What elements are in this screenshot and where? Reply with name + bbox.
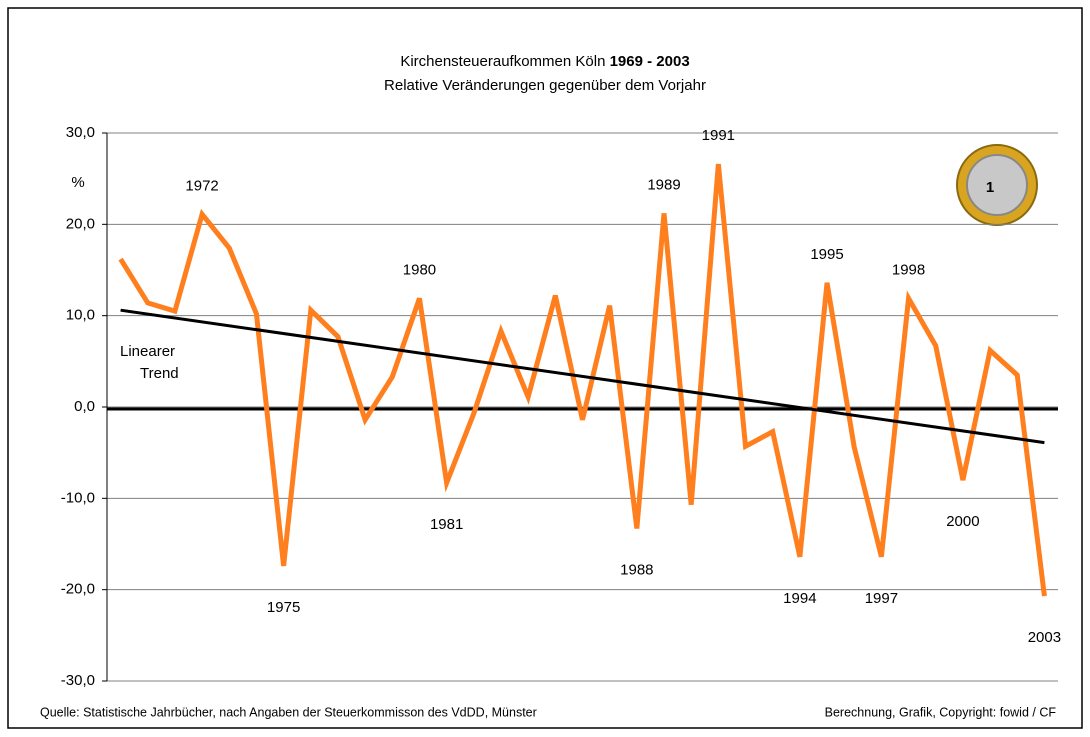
chart-subtitle: Relative Veränderungen gegenüber dem Vor… xyxy=(384,77,706,94)
year-label: 2000 xyxy=(946,513,979,530)
y-tick-label: -10,0 xyxy=(61,489,95,506)
year-label: 1994 xyxy=(783,590,816,607)
coin-icon: 1 xyxy=(957,145,1037,225)
svg-text:1: 1 xyxy=(986,179,994,196)
year-label: 1991 xyxy=(702,127,735,144)
y-tick-label: 20,0 xyxy=(66,215,95,232)
year-label: 1975 xyxy=(267,599,300,616)
y-tick-label: -20,0 xyxy=(61,581,95,598)
y-tick-label: 10,0 xyxy=(66,307,95,324)
y-unit: % xyxy=(71,174,84,191)
year-label: 1995 xyxy=(810,246,843,263)
year-label: 1972 xyxy=(185,177,218,194)
y-tick-label: 30,0 xyxy=(66,124,95,141)
year-label: 1998 xyxy=(892,261,925,278)
chart: Kirchensteueraufkommen Köln 1969 - 2003 … xyxy=(0,0,1090,737)
title-text: Kirchensteueraufkommen Köln xyxy=(400,53,605,70)
year-label: 1989 xyxy=(647,176,680,193)
source-note: Quelle: Statistische Jahrbücher, nach An… xyxy=(40,705,537,719)
y-tick-label: 0,0 xyxy=(74,398,95,415)
year-label: 1997 xyxy=(865,590,898,607)
year-label: 2003 xyxy=(1028,629,1061,646)
year-label: 1988 xyxy=(620,561,653,578)
chart-title: Kirchensteueraufkommen Köln 1969 - 2003 xyxy=(400,53,689,70)
year-label: 1981 xyxy=(430,516,463,533)
credit-note: Berechnung, Grafik, Copyright: fowid / C… xyxy=(825,705,1057,719)
year-label: 1980 xyxy=(403,261,436,278)
trend-label: Linearer xyxy=(120,343,175,360)
y-tick-label: -30,0 xyxy=(61,672,95,689)
trend-label: Trend xyxy=(140,365,179,382)
title-years: 1969 - 2003 xyxy=(610,53,690,70)
